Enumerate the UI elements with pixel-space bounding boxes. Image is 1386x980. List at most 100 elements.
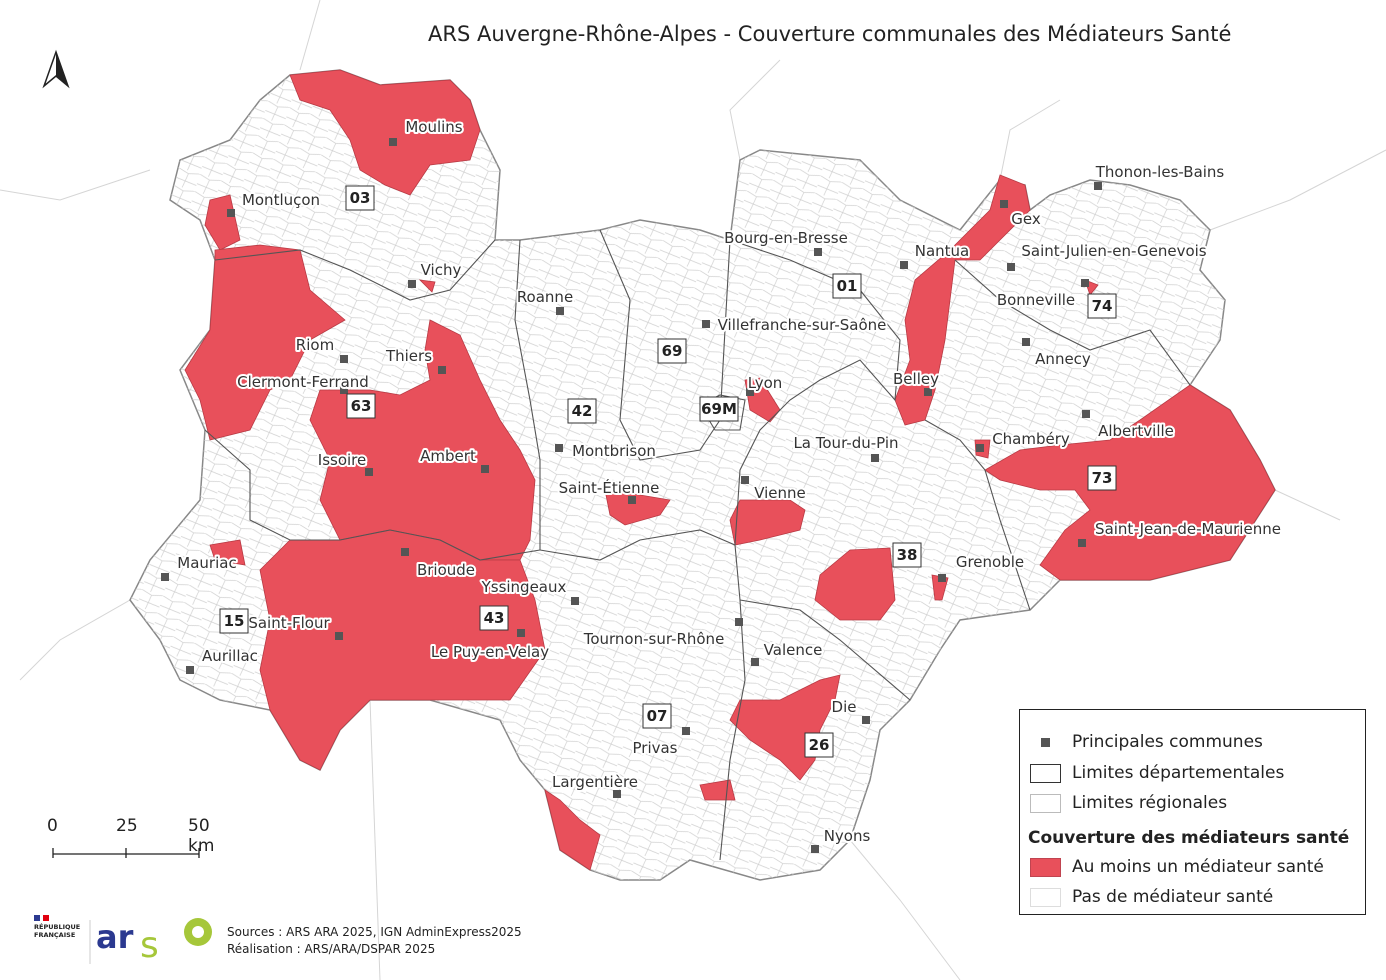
city-label: Villefranche-sur-Saône <box>718 316 887 334</box>
city-label: Mauriac <box>177 554 236 572</box>
covered-swatch <box>1030 857 1061 877</box>
department-code-label: 15 <box>224 612 245 630</box>
city-marker-icon <box>186 666 194 674</box>
city: Gex <box>1000 200 1043 230</box>
legend-item-region: Limites régionales <box>1030 793 1227 813</box>
city: Thiers <box>383 345 446 374</box>
city-label: Privas <box>633 739 678 757</box>
city-marker-icon <box>682 727 690 735</box>
svg-text:s: s <box>140 925 159 966</box>
city: Belley <box>891 368 941 396</box>
city: Largentière <box>550 771 640 798</box>
city: Saint-Julien-en-Genevois <box>1019 240 1209 287</box>
city: Issoire <box>316 449 373 476</box>
city-label: Nantua <box>915 242 970 260</box>
city-label: Die <box>832 698 857 716</box>
city-label: Roanne <box>517 288 573 306</box>
city-label: Montbrison <box>572 442 656 460</box>
scale-bar: 0 25 50 km <box>40 816 240 866</box>
legend-label: Pas de médiateur santé <box>1072 887 1274 907</box>
city-label: Thiers <box>385 347 432 365</box>
city-label: Lyon <box>748 374 783 392</box>
city-label: Largentière <box>552 773 638 791</box>
city-marker-icon <box>161 573 169 581</box>
city: Montluçon <box>227 189 322 217</box>
city: Bonneville <box>995 263 1077 311</box>
city: Brioude <box>401 548 477 581</box>
department-code-label: 73 <box>1092 469 1113 487</box>
city-marker-icon <box>1000 200 1008 208</box>
department-code-label: 01 <box>837 277 858 295</box>
covered-isere <box>814 547 896 621</box>
city-marker-icon <box>751 658 759 666</box>
city-label: Saint-Étienne <box>559 478 660 497</box>
svg-text:ar: ar <box>96 918 134 956</box>
city-marker-icon <box>335 632 343 640</box>
covered-gex-ain <box>894 174 1031 426</box>
city: Albertville <box>1082 410 1176 442</box>
department-code: 26 <box>804 732 834 758</box>
city-marker-icon <box>556 307 564 315</box>
map-title: ARS Auvergne-Rhône-Alpes - Couverture co… <box>428 22 1232 46</box>
department-code-label: 43 <box>484 609 505 627</box>
city-label: Bourg-en-Bresse <box>724 229 848 247</box>
sources: Sources : ARS ARA 2025, IGN AdminExpress… <box>227 924 522 958</box>
city-label: La Tour-du-Pin <box>793 434 898 452</box>
department-code: 01 <box>832 273 862 299</box>
city-label: Vienne <box>754 484 806 502</box>
department-code-label: 69 <box>662 342 683 360</box>
city: Privas <box>631 727 690 759</box>
city-marker-icon <box>746 388 754 396</box>
city: Annecy <box>1022 338 1093 370</box>
legend-section-title: Couverture des médiateurs santé <box>1028 828 1350 848</box>
city-marker-icon <box>1094 182 1102 190</box>
city-label: Bonneville <box>997 291 1075 309</box>
city-marker-icon <box>227 209 235 217</box>
city-marker-icon <box>900 261 908 269</box>
department-code: 74 <box>1087 293 1117 319</box>
scale-tick: 25 <box>116 816 138 836</box>
covered-vichy <box>418 279 436 293</box>
city-marker-icon <box>340 386 348 394</box>
department-limits <box>204 229 1191 861</box>
covered-montlucon <box>204 194 241 251</box>
covered-ardeche-sw <box>544 789 601 871</box>
city: Roanne <box>515 286 575 315</box>
city-marker-icon <box>438 366 446 374</box>
department-code-label: 69M <box>701 400 737 418</box>
city-marker-icon <box>408 280 416 288</box>
city-marker-icon <box>571 597 579 605</box>
city-label: Saint-Jean-de-Maurienne <box>1095 520 1281 538</box>
legend-item-dept: Limites départementales <box>1030 763 1284 783</box>
city-label: Gex <box>1011 210 1041 228</box>
department-code-label: 38 <box>897 546 918 564</box>
city: Aurillac <box>186 645 260 674</box>
department-code: 15 <box>219 608 249 634</box>
city: Villefranche-sur-Saône <box>702 314 888 336</box>
city-label: Clermont-Ferrand <box>237 373 369 391</box>
city: Lyon <box>746 372 784 396</box>
city: Montbrison <box>555 440 658 462</box>
city-marker-icon <box>862 716 870 724</box>
city-marker-icon <box>1022 338 1030 346</box>
city-marker-icon <box>1082 410 1090 418</box>
city-marker-icon <box>1030 733 1061 752</box>
dept-limit-swatch <box>1030 763 1061 783</box>
sources-line: Sources : ARS ARA 2025, IGN AdminExpress… <box>227 925 522 939</box>
covered-areas <box>184 69 1276 871</box>
city-marker-icon <box>555 444 563 452</box>
city-label: Riom <box>296 336 334 354</box>
city-marker-icon <box>871 454 879 462</box>
city-marker-icon <box>613 790 621 798</box>
uncovered-swatch <box>1030 887 1061 907</box>
city: Saint-Flour <box>246 612 343 640</box>
legend-label: Principales communes <box>1072 732 1263 752</box>
north-arrow-icon <box>42 49 70 89</box>
city: Moulins <box>389 116 465 146</box>
credits-line: Réalisation : ARS/ARA/DSPAR 2025 <box>227 942 436 956</box>
legend: Principales communes Limites département… <box>1019 709 1366 915</box>
department-code-label: 07 <box>647 707 668 725</box>
department-code: 69M <box>699 396 739 422</box>
